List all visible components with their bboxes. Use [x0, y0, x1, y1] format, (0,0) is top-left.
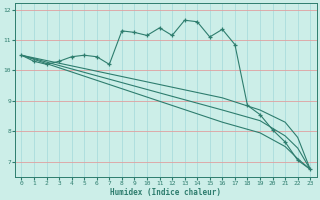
- X-axis label: Humidex (Indice chaleur): Humidex (Indice chaleur): [110, 188, 221, 197]
